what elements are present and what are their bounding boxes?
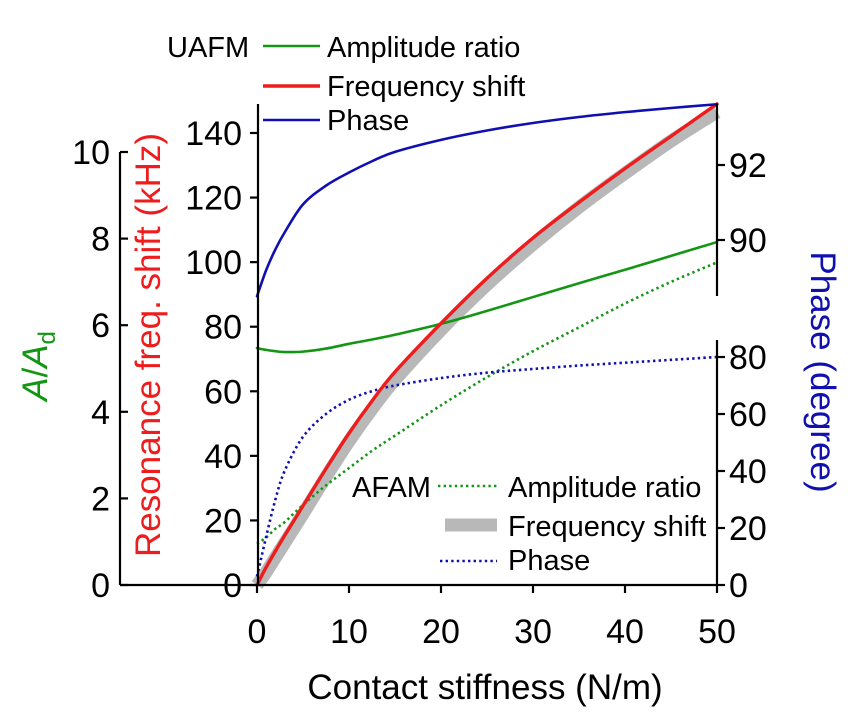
amplitude-tick-label: 2 [91,480,110,518]
uafm-phase-curve [255,102,719,298]
frequency-tick-label: 80 [204,309,242,347]
x-tick-label: 50 [698,613,736,651]
uafm-frequency-shift-curve [255,102,719,587]
afam-amplitude-ratio-curve [256,261,718,545]
amplitude-title-slash: / [16,368,55,378]
phase-afam-tick-label: 20 [729,510,767,548]
phase-afam-tick-label: 40 [729,453,767,491]
afam-frequency-shift-label: Frequency shift [508,511,706,543]
uafm-amplitude-ratio-curve [255,240,719,354]
frequency-tick-label: 20 [204,502,242,540]
amplitude-axis-title: A/Ad [16,331,61,403]
afam-frequency-shift-curve [251,106,721,589]
amplitude-title-a: A [16,378,55,403]
frequency-tick-label: 100 [185,244,242,282]
uafm-frequency-shift-label: Frequency shift [327,71,525,103]
frequency-tick-label: 40 [204,438,242,476]
phase-afam-tick-label: 60 [729,396,767,434]
x-tick-label: 10 [330,613,368,651]
afam-legend: AFAM Amplitude ratio Frequency shift Pha… [352,472,706,577]
phase-uafm-tick-label: 92 [729,147,767,185]
phase-afam-tick-label: 80 [729,339,767,377]
x-tick-label: 20 [422,613,460,651]
amplitude-tick-label: 6 [91,307,110,345]
amplitude-tick-label: 0 [91,567,110,605]
uafm-amplitude-ratio-label: Amplitude ratio [327,32,520,64]
phase-uafm-tick-label: 90 [729,222,767,260]
uafm-phase-label: Phase [327,105,409,137]
uafm-legend-title: UAFM [167,32,249,64]
x-tick-label: 0 [248,613,267,651]
frequency-tick-label: 0 [223,567,242,605]
plot-curves [251,102,721,589]
afam-amplitude-ratio-label: Amplitude ratio [508,472,701,504]
afam-legend-title: AFAM [352,472,431,504]
frequency-tick-label: 140 [185,115,242,153]
amplitude-title-subscript: d [34,331,61,344]
x-tick-label: 40 [606,613,644,651]
amplitude-title-a-d: A [16,344,55,369]
phase-afam-tick-label: 0 [729,567,748,605]
x-tick-label: 30 [514,613,552,651]
x-axis-title: Contact stiffness (N/m) [307,668,662,707]
frequency-axis-title: Resonance freq. shift (kHz) [129,133,168,557]
frequency-tick-label: 120 [185,180,242,218]
phase-axis-title: Phase (degree) [803,251,842,492]
amplitude-tick-label: 8 [91,221,110,259]
frequency-tick-label: 60 [204,373,242,411]
afam-phase-label: Phase [508,545,590,577]
uafm-legend: UAFM Amplitude ratio Frequency shift Pha… [167,32,525,137]
axis-ticks: 0 10 20 30 40 5002468100204060801001201409092… [72,115,767,651]
amplitude-tick-label: 10 [72,134,110,172]
amplitude-tick-label: 4 [91,394,110,432]
axes [118,104,719,587]
